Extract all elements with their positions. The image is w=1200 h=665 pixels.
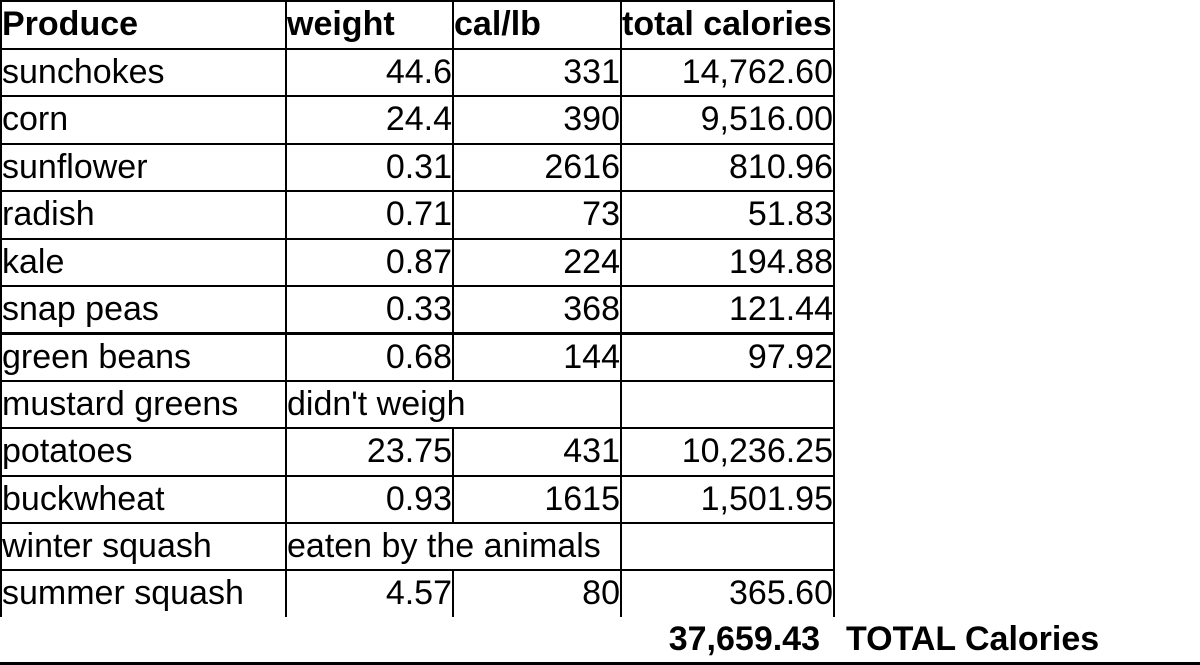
cell-weight-value[interactable]: 44.6 — [285, 47, 454, 98]
cell-produce-name[interactable]: corn — [0, 95, 287, 145]
cell-produce-name[interactable]: potatoes — [0, 427, 287, 477]
table-row: potatoes 23.75 431 10,236.25 — [0, 427, 835, 477]
table-row: green beans 0.68 144 97.92 — [0, 332, 835, 382]
cell-produce-name[interactable]: kale — [0, 237, 287, 287]
cell-total-calories-value[interactable]: 97.92 — [620, 332, 835, 382]
cell-total-calories-value[interactable]: 1,501.95 — [620, 474, 835, 524]
cell-weight-value[interactable]: 4.57 — [285, 569, 454, 619]
cell-total-calories-value[interactable] — [620, 521, 835, 572]
table-row: radish 0.71 73 51.83 — [0, 190, 835, 240]
cell-total-calories-value[interactable]: 365.60 — [620, 569, 835, 619]
cell-cal-per-lb-value[interactable]: 2616 — [452, 142, 622, 193]
cell-produce-name[interactable]: green beans — [0, 332, 287, 382]
cell-total-calories-value[interactable]: 51.83 — [620, 190, 835, 240]
cell-cal-per-lb-value[interactable]: 73 — [452, 190, 622, 240]
cell-cal-per-lb-value[interactable]: 1615 — [452, 474, 622, 524]
cell-cal-per-lb-value[interactable]: 80 — [452, 569, 622, 619]
cell-total-calories-value[interactable]: 9,516.00 — [620, 95, 835, 145]
cell-cal-per-lb-value[interactable]: 144 — [452, 332, 622, 382]
produce-table: Produce weight cal/lb total calories sun… — [0, 0, 835, 619]
cell-cal-per-lb-value[interactable]: 368 — [452, 284, 622, 335]
table-row: winter squash eaten by the animals — [0, 521, 835, 572]
cell-weight-value[interactable]: 0.31 — [285, 142, 454, 193]
column-header-cal-per-lb[interactable]: cal/lb — [452, 0, 622, 50]
cell-produce-name[interactable]: radish — [0, 190, 287, 240]
cell-weight-value[interactable]: 0.87 — [285, 237, 454, 287]
column-header-produce[interactable]: Produce — [0, 0, 287, 50]
table-row: summer squash 4.57 80 365.60 — [0, 569, 835, 619]
cell-weight-value[interactable]: 0.93 — [285, 474, 454, 524]
cell-weight-value[interactable]: 0.68 — [285, 332, 454, 382]
table-row: sunchokes 44.6 331 14,762.60 — [0, 47, 835, 98]
table-row: kale 0.87 224 194.88 — [0, 237, 835, 287]
cell-total-calories-value[interactable]: 14,762.60 — [620, 47, 835, 98]
grand-total-row: 37,659.43 TOTAL Calories — [0, 617, 1200, 665]
cell-produce-name[interactable]: winter squash — [0, 521, 287, 572]
column-header-total-calories[interactable]: total calories — [620, 0, 835, 50]
cell-cal-per-lb-value[interactable]: 331 — [452, 47, 622, 98]
header-row: Produce weight cal/lb total calories — [0, 0, 835, 50]
table-row: buckwheat 0.93 1615 1,501.95 — [0, 474, 835, 524]
cell-produce-name[interactable]: summer squash — [0, 569, 287, 619]
table-row: mustard greens didn't weigh — [0, 379, 835, 430]
grand-total-label[interactable]: TOTAL Calories — [846, 620, 1100, 658]
cell-note[interactable]: didn't weigh — [285, 379, 622, 430]
cell-total-calories-value[interactable]: 121.44 — [620, 284, 835, 335]
cell-weight-value[interactable]: 0.33 — [285, 284, 454, 335]
cell-total-calories-value[interactable] — [620, 379, 835, 430]
column-header-weight[interactable]: weight — [285, 0, 454, 50]
cell-produce-name[interactable]: mustard greens — [0, 379, 287, 430]
cell-weight-value[interactable]: 24.4 — [285, 95, 454, 145]
cell-weight-value[interactable]: 23.75 — [285, 427, 454, 477]
cell-total-calories-value[interactable]: 10,236.25 — [620, 427, 835, 477]
cell-produce-name[interactable]: sunflower — [0, 142, 287, 193]
table-row: corn 24.4 390 9,516.00 — [0, 95, 835, 145]
cell-total-calories-value[interactable]: 810.96 — [620, 142, 835, 193]
table-row: sunflower 0.31 2616 810.96 — [0, 142, 835, 193]
table-row: snap peas 0.33 368 121.44 — [0, 284, 835, 335]
cell-produce-name[interactable]: snap peas — [0, 284, 287, 335]
cell-produce-name[interactable]: sunchokes — [0, 47, 287, 98]
cell-cal-per-lb-value[interactable]: 224 — [452, 237, 622, 287]
cell-cal-per-lb-value[interactable]: 431 — [452, 427, 622, 477]
cell-produce-name[interactable]: buckwheat — [0, 474, 287, 524]
cell-weight-value[interactable]: 0.71 — [285, 190, 454, 240]
cell-cal-per-lb-value[interactable]: 390 — [452, 95, 622, 145]
cell-note[interactable]: eaten by the animals — [285, 521, 622, 572]
grand-total-value[interactable]: 37,659.43 — [668, 620, 820, 658]
cell-total-calories-value[interactable]: 194.88 — [620, 237, 835, 287]
